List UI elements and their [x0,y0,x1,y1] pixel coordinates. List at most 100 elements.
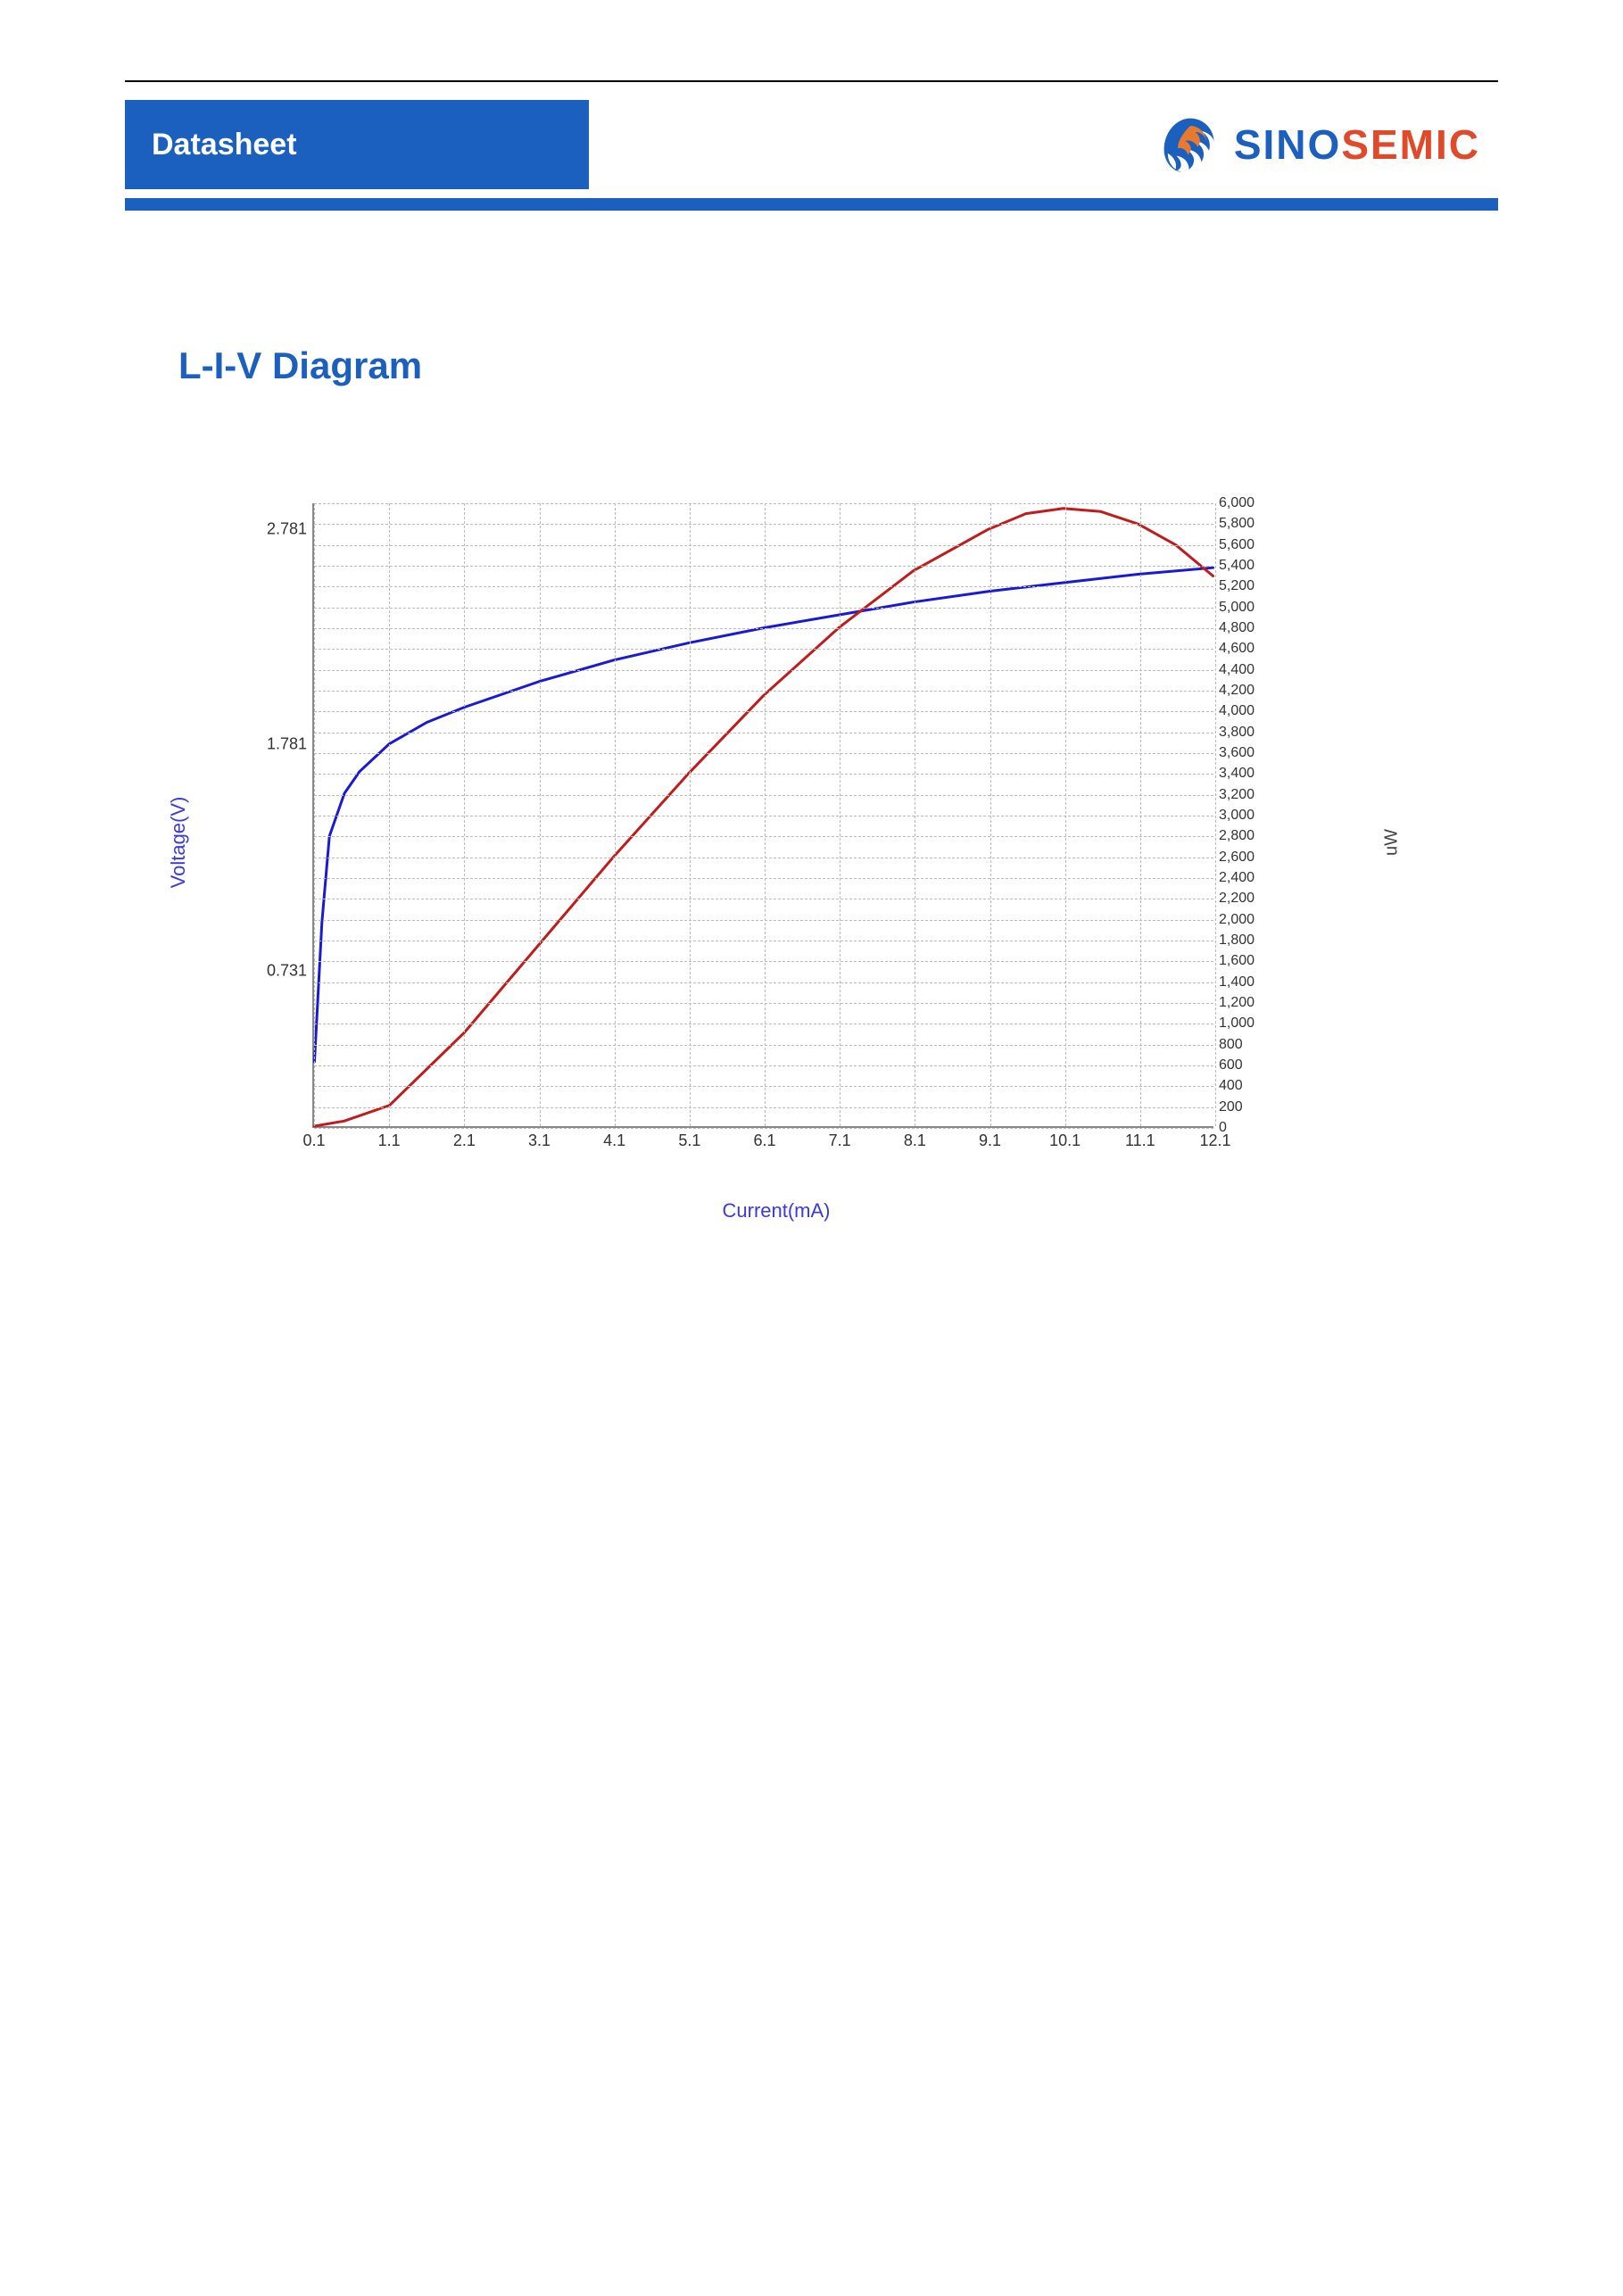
y-left-axis-label: Voltage(V) [167,797,190,889]
y-right-tick-label: 4,600 [1213,641,1255,657]
y-right-tick-label: 3,200 [1213,787,1255,803]
grid-horizontal [314,711,1213,712]
datasheet-label: Datasheet [152,128,297,162]
y-right-tick-label: 1,800 [1213,932,1255,949]
liv-chart: Voltage(V) uW Current(mA) 0.11.12.13.14.… [232,503,1321,1181]
x-tick-label: 5.1 [678,1126,700,1150]
y-left-tick-label: 2.781 [267,519,314,538]
x-tick-label: 0.1 [302,1126,325,1150]
y-right-tick-label: 3,600 [1213,745,1255,761]
grid-horizontal [314,1065,1213,1066]
y-right-tick-label: 3,800 [1213,725,1255,741]
plot-area: 0.11.12.13.14.15.16.17.18.19.110.111.112… [312,503,1213,1128]
grid-horizontal [314,670,1213,671]
x-tick-label: 1.1 [378,1126,401,1150]
brand-logo: SINOSEMIC [589,100,1498,189]
brand-text-part2: SEMIC [1341,121,1480,168]
grid-horizontal [314,982,1213,983]
y-right-tick-label: 3,000 [1213,808,1255,824]
x-tick-label: 7.1 [829,1126,851,1150]
y-right-tick-label: 200 [1213,1099,1243,1115]
y-right-tick-label: 4,200 [1213,683,1255,699]
grid-horizontal [314,524,1213,525]
x-axis-label: Current(mA) [722,1199,830,1223]
grid-vertical [540,503,541,1126]
header-bar: Datasheet SINOSEMIC [125,100,1498,189]
y-right-tick-label: 5,000 [1213,600,1255,616]
grid-horizontal [314,586,1213,587]
grid-horizontal [314,1128,1213,1129]
grid-vertical [1140,503,1141,1126]
datasheet-badge: Datasheet [125,100,589,189]
grid-horizontal [314,961,1213,962]
x-tick-label: 9.1 [979,1126,1001,1150]
y-right-tick-label: 2,600 [1213,850,1255,866]
grid-horizontal [314,920,1213,921]
x-tick-label: 11.1 [1125,1126,1155,1150]
y-right-tick-label: 0 [1213,1120,1227,1136]
y-right-tick-label: 400 [1213,1078,1243,1094]
grid-horizontal [314,1107,1213,1108]
x-tick-label: 3.1 [528,1126,551,1150]
grid-vertical [990,503,991,1126]
y-right-tick-label: 5,800 [1213,516,1255,532]
grid-horizontal [314,753,1213,754]
y-right-tick-label: 2,000 [1213,912,1255,928]
x-tick-label: 8.1 [904,1126,926,1150]
y-right-tick-label: 2,400 [1213,870,1255,886]
grid-vertical [615,503,616,1126]
x-tick-label: 2.1 [453,1126,476,1150]
y-right-tick-label: 2,800 [1213,828,1255,844]
grid-horizontal [314,1003,1213,1004]
x-tick-label: 4.1 [603,1126,625,1150]
grid-horizontal [314,1086,1213,1087]
grid-vertical [690,503,691,1126]
grid-vertical [765,503,766,1126]
grid-horizontal [314,608,1213,609]
x-tick-label: 10.1 [1049,1126,1081,1150]
y-right-tick-label: 800 [1213,1037,1243,1053]
grid-horizontal [314,795,1213,796]
grid-horizontal [314,503,1213,504]
section-title: L-I-V Diagram [178,344,1498,387]
y-right-tick-label: 1,600 [1213,953,1255,969]
brand-text-part1: SINO [1234,121,1341,168]
y-right-tick-label: 4,000 [1213,703,1255,719]
grid-horizontal [314,691,1213,692]
y-right-axis-label: uW [1382,829,1403,856]
y-right-tick-label: 2,200 [1213,891,1255,907]
grid-horizontal [314,545,1213,546]
y-left-tick-label: 1.781 [267,735,314,754]
grid-horizontal [314,774,1213,775]
grid-horizontal [314,566,1213,567]
swirl-icon [1159,113,1221,176]
y-right-tick-label: 1,000 [1213,1015,1255,1032]
grid-horizontal [314,836,1213,837]
grid-vertical [464,503,465,1126]
series-voltage [314,568,1213,1062]
top-rule [125,80,1498,82]
header-underline [125,198,1498,211]
y-right-tick-label: 6,000 [1213,495,1255,511]
grid-vertical [389,503,390,1126]
y-right-tick-label: 1,400 [1213,974,1255,991]
grid-vertical [314,503,315,1126]
y-right-tick-label: 3,400 [1213,766,1255,782]
y-right-tick-label: 1,200 [1213,995,1255,1011]
y-right-tick-label: 4,400 [1213,662,1255,678]
grid-horizontal [314,1045,1213,1046]
x-tick-label: 6.1 [753,1126,775,1150]
chart-series-svg [314,503,1213,1126]
brand-text: SINOSEMIC [1234,120,1480,169]
grid-horizontal [314,628,1213,629]
y-right-tick-label: 5,200 [1213,578,1255,594]
y-right-tick-label: 600 [1213,1057,1243,1073]
grid-vertical [1065,503,1066,1126]
y-right-tick-label: 4,800 [1213,620,1255,636]
y-right-tick-label: 5,400 [1213,558,1255,574]
series-power [314,509,1213,1126]
y-left-tick-label: 0.731 [267,961,314,980]
y-right-tick-label: 5,600 [1213,537,1255,553]
grid-horizontal [314,878,1213,879]
grid-horizontal [314,649,1213,650]
